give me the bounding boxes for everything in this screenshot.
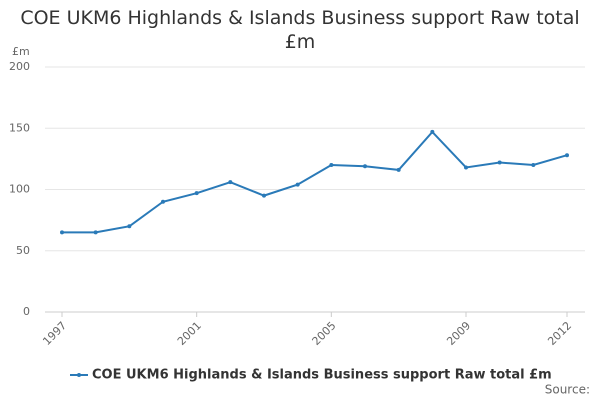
legend-marker: [77, 373, 81, 377]
x-tick-label: 1997: [40, 319, 69, 348]
x-tick-label: 2009: [444, 319, 473, 348]
data-point: [262, 193, 266, 198]
x-tick-label: 2001: [175, 319, 204, 348]
data-point: [295, 182, 300, 187]
data-point: [363, 164, 367, 169]
data-point: [329, 163, 334, 167]
y-tick-label: 0: [23, 305, 30, 318]
y-tick-label: 200: [9, 60, 30, 73]
source: Source:: [545, 383, 590, 397]
legend-label: COE UKM6 Highlands & Islands Business su…: [92, 368, 552, 383]
y-axis-label: £m: [12, 45, 30, 58]
data-point: [396, 167, 401, 172]
data-point: [161, 199, 165, 204]
data-point: [228, 180, 233, 185]
data-point: [464, 165, 468, 170]
data-point: [127, 224, 132, 229]
data-point: [93, 230, 98, 235]
data-point: [430, 129, 435, 134]
chart-title: COE UKM6 Highlands & Islands Business su…: [20, 7, 580, 53]
y-tick-label: 100: [9, 183, 30, 196]
data-point: [60, 230, 64, 235]
x-tick-label: 2012: [545, 319, 574, 348]
x-tick-label: 2005: [310, 319, 339, 348]
data-point: [565, 153, 569, 158]
data-point: [194, 191, 199, 196]
data-point: [531, 163, 536, 167]
series-line: [62, 130, 568, 234]
y-tick-label: 150: [9, 121, 30, 134]
data-point: [497, 160, 502, 165]
y-tick-label: 50: [16, 244, 30, 257]
